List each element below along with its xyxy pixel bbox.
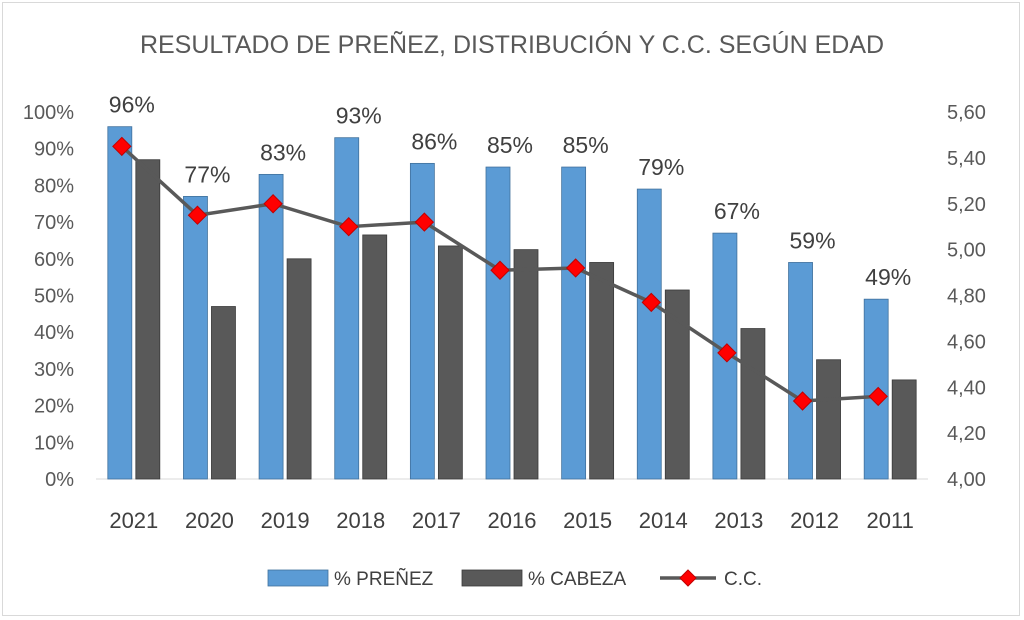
bar-prenez [561,166,587,480]
legend: % PREÑEZ % CABEZA C.C. [267,568,762,590]
bars [107,126,917,480]
legend-swatch-cabeza [461,569,523,587]
y-left-tick-label: 60% [34,249,74,271]
y-right-tick-label: 5,20 [947,194,986,216]
bar-cabeza [135,159,161,480]
data-label-prenez: 85% [487,132,533,158]
x-tick-label: 2017 [412,508,461,533]
axes: 0% 10% 20% 30% 40% 50% 60% 70% 80% 90% 100% 4,00 4,2… [23,102,986,533]
y-left-tick-label: 30% [34,359,74,381]
y-right-tick-label: 4,00 [947,469,986,491]
y-left-tick-label: 40% [34,322,74,344]
x-tick-label: 2021 [109,508,158,533]
cc-marker [112,136,132,157]
y-left-tick-label: 90% [34,139,74,161]
data-label-prenez: 86% [411,128,457,154]
data-label-prenez: 77% [184,161,230,187]
bar-prenez [788,262,813,480]
cc-marker [339,216,359,237]
cc-marker [868,386,888,407]
cc-marker [414,212,435,232]
data-label-prenez: 59% [790,227,836,253]
bar-prenez [183,196,208,480]
x-tick-label: 2016 [488,508,537,533]
data-label-prenez: 49% [865,264,911,290]
legend-swatch-prenez [267,569,329,587]
y-left-tick-label: 80% [34,175,74,197]
x-tick-label: 2015 [563,508,612,533]
cc-marker [263,194,283,214]
x-tick-label: 2013 [714,508,763,533]
bar-cabeza [513,249,539,480]
y-left-tick-label: 20% [34,396,74,418]
bar-cabeza [589,262,615,480]
y-right-tick-label: 5,00 [947,240,986,262]
data-label-prenez: 79% [638,154,684,180]
data-label-prenez: 93% [336,103,382,129]
bar-prenez [485,166,511,480]
bar-cabeza [740,328,766,480]
data-label-prenez: 67% [714,198,760,224]
bar-prenez [107,126,133,480]
chart-title: RESULTADO DE PREÑEZ, DISTRIBUCIÓN Y C.C.… [140,30,884,59]
cc-marker [717,343,737,363]
bar-prenez [636,188,662,480]
bar-cabeza [286,258,312,480]
y-right-tick-label: 4,20 [947,423,986,445]
y-left-tick-label: 10% [34,432,74,454]
legend-marker-cc [679,569,697,587]
x-tick-label: 2014 [639,508,688,533]
y-right-tick-label: 5,60 [947,102,986,124]
y-left-tick-label: 0% [45,469,74,491]
y-left-tick-label: 70% [34,212,74,234]
x-tick-label: 2012 [790,508,839,533]
x-tick-label: 2020 [185,508,234,533]
bar-cabeza [891,379,917,480]
data-label-prenez: 85% [563,132,609,158]
bar-cabeza [211,306,236,480]
bar-prenez [334,137,360,480]
bar-cabeza [437,245,463,480]
cc-line-series [112,136,888,411]
legend-label-cc: C.C. [724,569,762,590]
bar-cabeza [816,359,841,480]
bar-prenez [258,173,284,480]
x-tick-label: 2011 [867,508,914,533]
x-tick-label: 2018 [336,508,385,533]
y-right-tick-label: 4,80 [947,286,986,308]
data-label-prenez: 96% [109,92,155,118]
legend-label-prenez: % PREÑEZ [334,568,434,590]
legend-label-cabeza: % CABEZA [528,569,627,590]
y-left-tick-label: 50% [34,286,74,308]
x-tick-label: 2019 [261,508,310,533]
cc-marker [187,205,208,225]
data-labels: 96% 77% 83% 93% 86% 85% 85% 79% 67% 59% 49% [109,92,911,290]
y-right-tick-label: 5,40 [947,148,986,170]
y-right-tick-label: 4,60 [947,331,986,353]
y-right-tick-label: 4,40 [947,377,986,399]
bar-cabeza [362,234,388,480]
cc-marker [490,260,510,280]
cc-marker [792,391,813,411]
cc-marker [641,292,661,313]
cc-marker [565,258,586,278]
data-label-prenez: 83% [260,139,306,165]
y-left-tick-label: 100% [23,102,74,124]
bar-prenez [409,162,435,480]
